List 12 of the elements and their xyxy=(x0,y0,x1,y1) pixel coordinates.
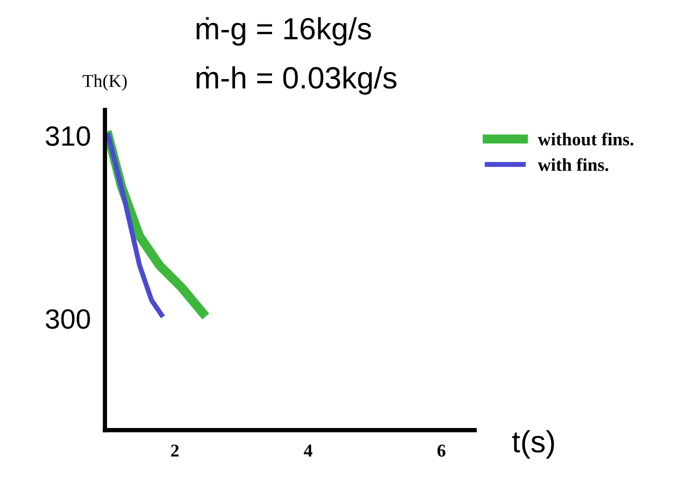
x-tick-label: 2 xyxy=(171,444,179,457)
x-axis-title: t(s) xyxy=(512,430,554,459)
chart-title: ṁ-g = 16kg/s xyxy=(196,17,371,46)
legend-label: without fins. xyxy=(538,132,634,146)
chart-subtitle: ṁ-h = 0.03kg/s xyxy=(196,66,396,95)
y-axis-title: Th(K) xyxy=(82,74,127,91)
x-tick-label: 4 xyxy=(304,444,312,457)
legend-label: with fins. xyxy=(538,158,608,172)
x-tick-label: 6 xyxy=(437,444,446,457)
line-series xyxy=(106,133,164,318)
y-tick-label: 310 xyxy=(46,126,90,146)
y-tick-label: 300 xyxy=(46,309,90,329)
